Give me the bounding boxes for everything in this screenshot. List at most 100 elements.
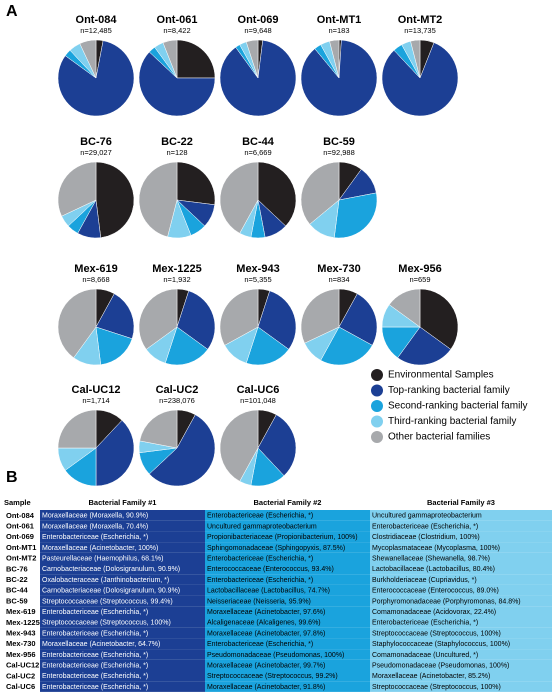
table-cell <box>205 627 370 639</box>
table-cell <box>370 617 552 628</box>
table-cell-text: Sphingomonadaceae (Sphingopyxis, 87.5%) <box>207 545 345 552</box>
table-cell-text: Moraxellaceae (Acinetobacter, 64.7%) <box>42 641 160 648</box>
table-cell-text: Moraxellaceae (Acinetobacter, 91.8%) <box>207 684 325 691</box>
table-cell <box>370 510 552 521</box>
table-cell <box>370 649 552 660</box>
table-cell-text: Uncultured gammaproteobacterium <box>207 523 317 530</box>
pie-slice <box>57 40 135 117</box>
row-label: Cal-UC12 <box>6 661 39 670</box>
pie-slice <box>176 161 216 206</box>
pie-slice <box>57 288 97 359</box>
pie-slice <box>300 288 340 344</box>
table-cell-text: Oxalobacteraceae (Janthinobacterium, *) <box>42 577 169 584</box>
pie-slice <box>57 161 97 217</box>
pie-title: Ont-MT2 <box>398 14 443 26</box>
table-cell <box>205 520 370 532</box>
table-cell <box>370 520 552 532</box>
table-cell-text: Propionibacteriaceae (Propionibacterium,… <box>207 534 358 541</box>
table-cell <box>370 584 552 596</box>
pie-subtitle: n=9,648 <box>244 26 271 35</box>
pie-slice <box>95 293 135 340</box>
pie-slice <box>176 290 216 350</box>
table-cell-text: Moraxellaceae (Acinetobacter, 97.8%) <box>207 630 325 637</box>
table-cell <box>370 659 552 671</box>
row-label: Mex-943 <box>6 629 36 638</box>
table-cell <box>40 563 205 575</box>
pie-slice <box>164 326 209 366</box>
row-label: Ont-084 <box>6 511 35 520</box>
pie-title: Ont-061 <box>157 14 198 26</box>
table-cell <box>370 574 552 585</box>
pie-subtitle: n=13,735 <box>404 26 436 35</box>
table-cell <box>40 574 205 585</box>
table-cell-text: Enterobactericeae (Escherichia, *) <box>207 555 313 562</box>
table-cell <box>370 595 552 607</box>
table-cell <box>370 670 552 682</box>
pie-subtitle: n=8,422 <box>163 26 190 35</box>
table-cell-text: Lactobacillaceae (Lactobacillus, 74.7%) <box>207 588 330 595</box>
table-cell-text: Moraxellaceae (Moraxella, 70.4%) <box>42 523 148 530</box>
legend-swatch <box>371 384 383 397</box>
table-cell-text: Comamonadaceae (Acidovorax, 22.4%) <box>372 609 496 616</box>
table-cell <box>40 531 205 543</box>
table-cell-text: Enterobactericeae (Escherichia, *) <box>372 620 478 627</box>
table-cell <box>370 531 552 543</box>
row-label: Ont-MT2 <box>6 554 36 563</box>
table-cell <box>40 617 205 628</box>
pie-subtitle: n=6,669 <box>244 148 271 157</box>
pie-slice <box>138 161 178 238</box>
table-cell-text: Enterobactericeae (Escherichia, *) <box>207 641 313 648</box>
table-cell-text: Streptococcaceae (Streptococcus, 99.4%) <box>42 598 173 605</box>
table-cell-text: Enterococcaceae (Enterococcus, 89.0%) <box>372 588 499 595</box>
pie-slice <box>300 161 340 225</box>
table-cell <box>205 531 370 543</box>
pie-subtitle: n=238,076 <box>159 396 195 405</box>
table-cell <box>40 606 205 617</box>
table-cell <box>205 552 370 564</box>
table-cell-text: Enterococcaceae (Enterococcus, 93.4%) <box>207 566 334 573</box>
table-cell <box>370 681 552 692</box>
table-cell-text: Staphylococcaceae (Staphylococcus, 100%) <box>372 641 510 648</box>
pie-slice <box>79 39 97 79</box>
table-header: Bacterial Family #3 <box>427 498 495 507</box>
pie-subtitle: n=834 <box>328 275 349 284</box>
table-cell <box>40 510 205 521</box>
table-cell <box>205 510 370 521</box>
table-cell <box>370 627 552 639</box>
table-cell-text: Streptococcaceae (Streptococcus, 100%) <box>372 684 501 691</box>
pie-subtitle: n=659 <box>409 275 430 284</box>
pie-slice <box>300 39 378 117</box>
table-cell-text: Lactobacillaceae (Lactobacillus, 80.4%) <box>372 566 495 573</box>
row-label: Mex-730 <box>6 639 36 648</box>
table-cell-text: Enterobactericeae (Escherichia, *) <box>207 577 313 584</box>
legend-label: Second-ranking bacterial family <box>388 401 528 412</box>
pie-slice <box>257 161 297 227</box>
table-header: Sample <box>4 498 31 507</box>
pie-slice <box>245 39 259 79</box>
table-cell-text: Moraxellaceae (Acinetobacter, 85.2%) <box>372 673 490 680</box>
table-cell <box>205 606 370 617</box>
table-cell-text: Comamonadaceae (Uncultured, *) <box>372 652 478 659</box>
table-cell <box>40 670 205 682</box>
pie-title: BC-59 <box>323 136 355 148</box>
row-label: Mex-1225 <box>6 618 40 627</box>
table-cell-text: Enterobactericeae (Escherichia, *) <box>372 523 478 530</box>
pie-title: Cal-UC2 <box>156 384 199 396</box>
table-cell-text: Moraxellaceae (Acinetobacter, 97.6%) <box>207 609 325 616</box>
row-label: Ont-069 <box>6 532 34 541</box>
pie-slice <box>95 419 135 487</box>
table-cell-text: Pasteurellaceae (Haemophilus, 68.1%) <box>42 555 163 562</box>
table-cell-text: Pseudomonadaceae (Pseudomonas, 100%) <box>372 662 509 669</box>
pie-subtitle: n=5,355 <box>244 275 271 284</box>
table-cell-text: Alcaligenaceae (Alcaligenes, 99.6%) <box>207 620 321 627</box>
pie-slice <box>338 293 378 346</box>
pie-slice <box>320 326 373 366</box>
pie-subtitle: n=29,027 <box>80 148 112 157</box>
table-cell <box>40 595 205 607</box>
table-cell-text: Enterobactericeae (Escherichia, *) <box>42 630 148 637</box>
row-label: Cal-UC6 <box>6 682 35 691</box>
pie-slice <box>219 40 297 117</box>
pie-slice <box>245 326 290 366</box>
pie-slice <box>138 51 216 117</box>
row-label: BC-59 <box>6 596 28 605</box>
